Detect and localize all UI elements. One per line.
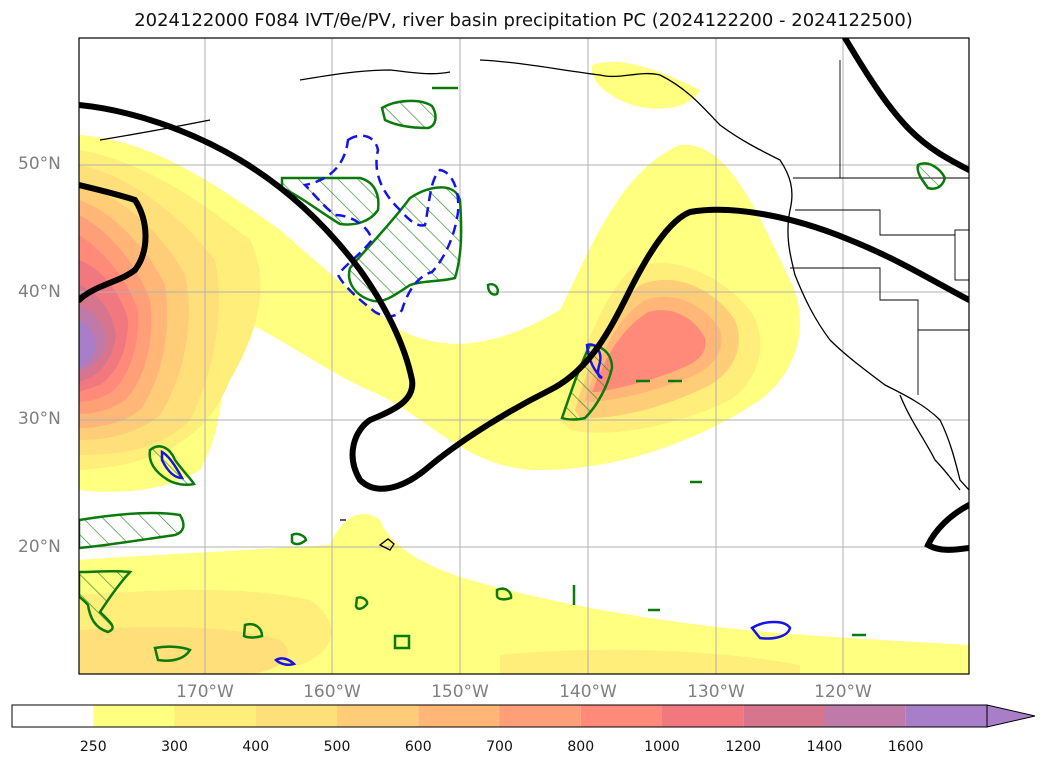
pv-contours	[79, 99, 947, 634]
colorbar-segment	[743, 705, 825, 727]
lon-label-160w: 160°W	[303, 682, 361, 702]
colorbar-tick-label: 500	[323, 739, 351, 755]
colorbar-extend-arrow	[986, 704, 1036, 728]
map-plot-area	[79, 38, 969, 674]
colorbar-segment	[418, 705, 500, 727]
lon-label-170w: 170°W	[176, 682, 234, 702]
ivt-shading	[79, 61, 969, 674]
chart-title: 2024122000 F084 IVT/θe/PV, river basin p…	[134, 10, 913, 31]
lat-label-30n: 30°N	[18, 409, 61, 429]
colorbar-tick-label: 800	[567, 739, 595, 755]
colorbar-segment	[580, 705, 662, 727]
colorbar-segments	[12, 705, 987, 727]
colorbar-segment	[337, 705, 419, 727]
lat-label-20n: 20°N	[18, 537, 61, 557]
lon-label-130w: 130°W	[687, 682, 745, 702]
colorbar-segment	[824, 705, 906, 727]
colorbar	[11, 704, 1036, 728]
colorbar-segment	[93, 705, 175, 727]
lon-label-140w: 140°W	[559, 682, 617, 702]
colorbar-tick-label: 400	[242, 739, 270, 755]
colorbar-segment	[255, 705, 337, 727]
lon-label-150w: 150°W	[431, 682, 489, 702]
colorbar-segment	[499, 705, 581, 727]
colorbar-frame	[11, 704, 988, 728]
colorbar-tick-label: 250	[79, 739, 107, 755]
lon-label-120w: 120°W	[814, 682, 872, 702]
colorbar-tick-label: 1000	[644, 739, 680, 755]
colorbar-segment	[905, 705, 987, 727]
ivt-main-contour	[79, 38, 969, 553]
pv-small-contours	[153, 86, 866, 662]
political-borders	[790, 60, 969, 395]
colorbar-segment	[174, 705, 256, 727]
colorbar-segment	[662, 705, 744, 727]
colorbar-tick-label: 1400	[806, 739, 843, 755]
colorbar-tick-label: 300	[161, 739, 188, 755]
lat-label-40n: 40°N	[18, 282, 61, 302]
colorbar-segment	[12, 705, 94, 727]
map-frame	[78, 37, 970, 675]
colorbar-tick-label: 1200	[725, 739, 762, 755]
colorbar-tick-label: 600	[404, 739, 432, 755]
colorbar-tick-label: 1600	[887, 739, 924, 755]
colorbar-tick-label: 700	[486, 739, 513, 755]
lat-label-50n: 50°N	[18, 154, 61, 174]
coastlines	[99, 59, 969, 551]
